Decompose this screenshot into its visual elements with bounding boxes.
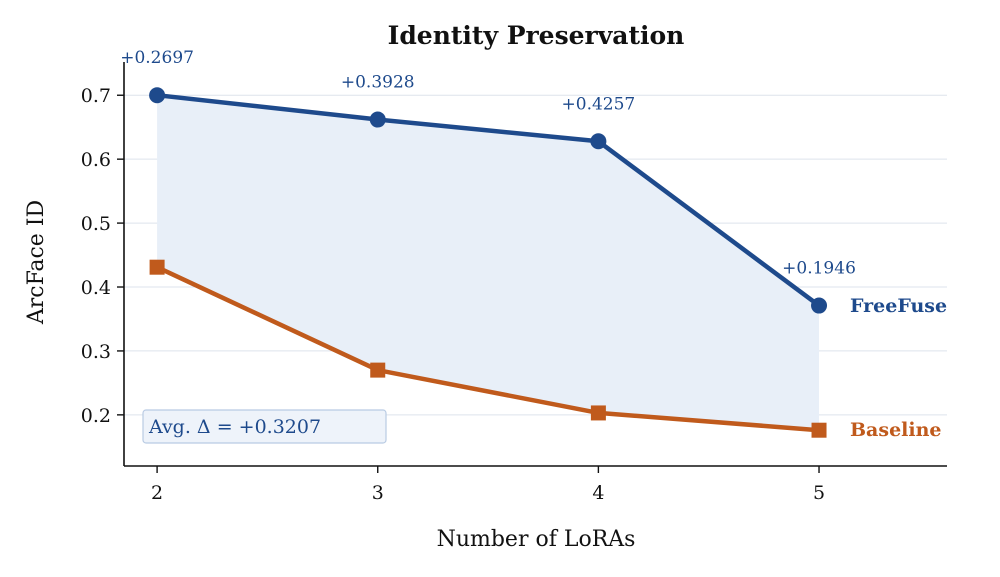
data-point-baseline	[590, 405, 606, 421]
y-tick-label: 0.7	[81, 85, 111, 107]
x-tick-label: 3	[372, 482, 384, 504]
series-line-freefuse	[154, 92, 822, 308]
data-point-freefuse	[369, 111, 386, 128]
x-tick-label: 4	[592, 482, 604, 504]
y-tick-label: 0.4	[81, 277, 111, 299]
avg-delta-box	[142, 409, 387, 444]
axes	[123, 62, 947, 467]
data-point-baseline	[370, 362, 386, 378]
y-tick-label: 0.6	[81, 149, 111, 171]
x-tick-label: 2	[151, 482, 163, 504]
data-point-freefuse	[811, 297, 828, 314]
series-lines	[154, 92, 822, 433]
avg-delta-annotation: Avg. Δ = +0.3207	[142, 409, 387, 444]
series-line-baseline	[154, 264, 822, 433]
data-point-baseline	[149, 259, 165, 275]
delta-label: +0.2697	[120, 48, 194, 68]
y-tick-label: 0.2	[81, 405, 111, 427]
series-label-baseline: Baseline	[850, 419, 942, 441]
y-tick-label: 0.3	[81, 341, 111, 363]
delta-fill-area	[157, 95, 820, 431]
ticks: 0.2 0.3 0.4 0.5 0.6 0.7 2 3 4 5	[81, 85, 825, 504]
series-markers	[149, 87, 828, 438]
y-tick-label: 0.5	[81, 213, 111, 235]
y-axis-label: ArcFace ID	[24, 200, 49, 325]
avg-delta-text: Avg. Δ = +0.3207	[148, 416, 321, 438]
x-tick-label: 5	[813, 482, 825, 504]
data-point-baseline	[811, 422, 827, 438]
delta-labels: +0.2697 +0.3928 +0.4257 +0.1946	[120, 48, 856, 278]
data-point-freefuse	[149, 87, 166, 104]
x-axis-label: Number of LoRAs	[437, 527, 636, 552]
data-point-freefuse	[590, 133, 607, 150]
chart-title: Identity Preservation	[388, 21, 685, 50]
delta-label: +0.3928	[341, 73, 415, 93]
series-label-freefuse: FreeFuse	[850, 295, 947, 317]
delta-label: +0.4257	[562, 94, 636, 114]
delta-label: +0.1946	[782, 259, 856, 279]
